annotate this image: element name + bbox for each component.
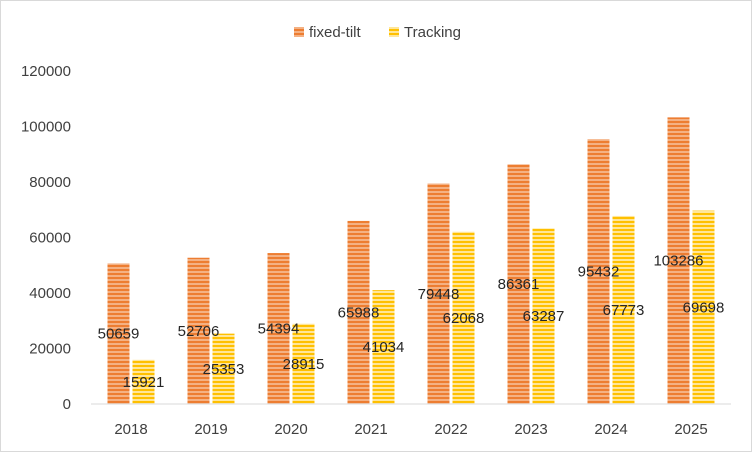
- data-label-fixed-tilt: 54394: [258, 321, 300, 338]
- legend: fixed-tilt Tracking: [294, 24, 461, 41]
- data-label-fixed-tilt: 50659: [98, 326, 140, 343]
- x-tick-label: 2022: [434, 421, 467, 438]
- x-tick-label: 2020: [274, 421, 307, 438]
- data-label-tracking: 28915: [283, 356, 325, 373]
- bar-fixed-tilt: [667, 117, 690, 404]
- y-tick-label: 60000: [29, 230, 71, 247]
- legend-swatch-fixed-tilt: [294, 27, 304, 37]
- x-tick-label: 2021: [354, 421, 387, 438]
- y-tick-label: 0: [63, 396, 71, 413]
- data-label-tracking: 69698: [683, 299, 725, 316]
- y-tick-label: 120000: [21, 63, 71, 80]
- x-tick-label: 2019: [194, 421, 227, 438]
- data-label-fixed-tilt: 86361: [498, 276, 540, 293]
- data-label-fixed-tilt: 95432: [578, 264, 620, 281]
- data-label-tracking: 63287: [523, 308, 565, 325]
- bar-tracking: [452, 231, 475, 404]
- data-label-fixed-tilt: 52706: [178, 323, 220, 340]
- data-label-tracking: 41034: [363, 339, 405, 356]
- bar-fixed-tilt: [107, 263, 130, 404]
- data-label-tracking: 67773: [603, 302, 645, 319]
- bar-tracking: [612, 215, 635, 404]
- bar-fixed-tilt: [587, 139, 610, 404]
- bar-fixed-tilt: [267, 253, 290, 404]
- bar-tracking: [532, 228, 555, 404]
- y-axis: 0 20000 40000 60000 80000 100000 120000: [21, 63, 71, 413]
- y-tick-label: 100000: [21, 119, 71, 136]
- data-label-fixed-tilt: 79448: [418, 286, 460, 303]
- data-label-tracking: 25353: [203, 361, 245, 378]
- bar-tracking: [132, 359, 155, 404]
- bar-fixed-tilt: [507, 164, 530, 404]
- y-tick-label: 20000: [29, 341, 71, 358]
- x-tick-label: 2024: [594, 421, 627, 438]
- x-tick-label: 2025: [674, 421, 707, 438]
- legend-label-fixed-tilt: fixed-tilt: [309, 24, 362, 41]
- bar-tracking: [692, 210, 715, 404]
- y-tick-label: 40000: [29, 285, 71, 302]
- data-label-fixed-tilt: 65988: [338, 304, 380, 321]
- bar-fixed-tilt: [427, 183, 450, 404]
- bar-fixed-tilt: [187, 257, 210, 404]
- x-tick-label: 2018: [114, 421, 147, 438]
- data-label-fixed-tilt: 103286: [653, 253, 703, 270]
- data-label-tracking: 15921: [123, 374, 165, 391]
- y-tick-label: 80000: [29, 174, 71, 191]
- data-label-tracking: 62068: [443, 310, 485, 327]
- legend-label-tracking: Tracking: [404, 24, 461, 41]
- data-labels: 50659 15921 52706 25353 54394 28915 65988 41034…: [98, 253, 725, 391]
- bar-fixed-tilt: [347, 220, 370, 404]
- x-tick-label: 2023: [514, 421, 547, 438]
- legend-item-fixed-tilt: fixed-tilt: [294, 24, 362, 41]
- legend-swatch-tracking: [389, 27, 399, 37]
- legend-item-tracking: Tracking: [389, 24, 461, 41]
- x-axis: 2018 2019 2020 2021 2022 2023 2024 2025: [114, 421, 707, 438]
- bar-tracking: [292, 323, 315, 404]
- bar-tracking: [212, 333, 235, 404]
- bar-tracking: [372, 290, 395, 404]
- bar-series: [107, 117, 715, 404]
